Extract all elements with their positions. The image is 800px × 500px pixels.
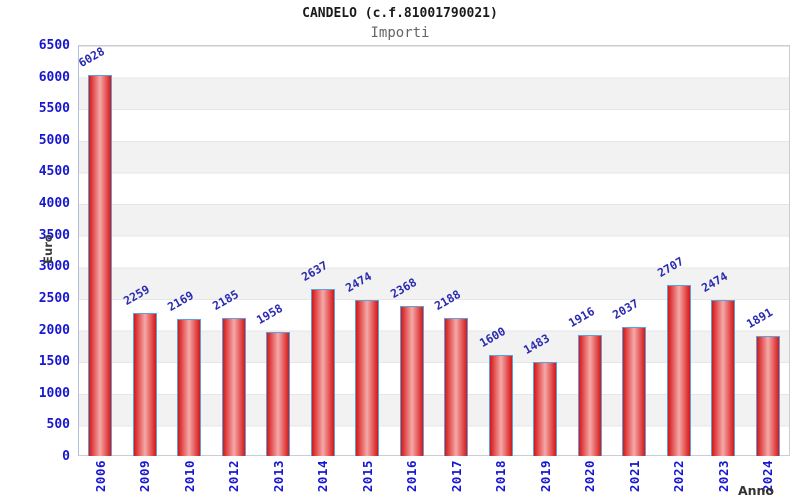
bar	[666, 284, 691, 456]
bar-value-label: 1958	[254, 301, 286, 328]
bar-value-label: 2188	[432, 286, 464, 313]
bar	[132, 313, 157, 456]
chart-title: CANDELO (c.f.81001790021)	[302, 6, 498, 21]
x-tick-label: 2009	[137, 460, 153, 493]
bar	[533, 362, 558, 456]
y-tick-label: 2000	[38, 322, 70, 338]
x-tick-label: 2015	[359, 460, 375, 493]
bar-slot: 2368	[387, 45, 435, 456]
bar-slot: 2037	[610, 45, 657, 456]
bar-value-label: 2474	[343, 268, 375, 295]
bar-slot: 2185	[209, 45, 257, 456]
y-axis-title: Euro	[40, 234, 55, 264]
bar	[355, 299, 380, 456]
bar	[399, 306, 424, 456]
x-tick-label: 2014	[315, 460, 331, 493]
bar-slot: 1958	[254, 45, 301, 456]
bar-value-label: 1891	[743, 305, 775, 332]
y-tick-label: 500	[46, 417, 70, 433]
bar-slot: 2637	[298, 45, 346, 456]
x-tick: 2017	[434, 460, 479, 500]
bar-slot: 1483	[521, 45, 568, 456]
bar	[577, 334, 602, 456]
bar-slot: 1916	[565, 45, 613, 456]
bar	[266, 332, 291, 456]
bar	[711, 299, 736, 456]
bar	[88, 74, 113, 456]
x-tick: 2014	[301, 460, 346, 500]
bar-slot: 1891	[743, 45, 791, 456]
x-tick-label: 2022	[671, 460, 687, 493]
y-tick-label: 5000	[38, 132, 70, 148]
y-tick-label: 4500	[38, 164, 70, 180]
bar-value-label: 2368	[387, 275, 419, 302]
bar-slot: 2188	[432, 45, 479, 456]
bar	[221, 317, 246, 456]
x-tick: 2016	[390, 460, 435, 500]
bar-slot: 2707	[654, 45, 702, 456]
bar	[488, 354, 513, 456]
x-tick: 2012	[212, 460, 257, 500]
y-tick-label: 6500	[38, 38, 70, 53]
bar-slot: 2474	[699, 45, 746, 456]
bar-value-label: 2707	[654, 253, 686, 280]
x-tick: 2010	[167, 460, 212, 500]
x-tick-label: 2023	[715, 460, 731, 493]
bar	[310, 289, 335, 456]
x-tick-label: 2021	[626, 460, 642, 493]
bar-value-label: 2169	[165, 287, 197, 314]
x-tick-label: 2012	[226, 460, 242, 493]
y-tick-label: 1000	[38, 385, 70, 401]
bar-value-label: 2259	[120, 282, 152, 309]
y-tick-label: 4000	[38, 196, 70, 212]
chart-subtitle: Importi	[370, 25, 430, 41]
x-tick-label: 2019	[537, 460, 553, 493]
y-tick-label: 1500	[38, 354, 70, 370]
bar-slot: 6028	[76, 43, 123, 456]
y-tick-label: 6000	[38, 69, 70, 85]
x-tick-label: 2018	[493, 460, 509, 493]
x-tick-label: 2017	[448, 460, 464, 493]
x-tick-label: 2020	[582, 460, 598, 493]
x-tick: 2019	[523, 460, 568, 500]
bar-slot: 2259	[120, 45, 168, 456]
bar-slot: 1600	[476, 45, 524, 456]
x-tick: 2015	[345, 460, 390, 500]
y-tick-label: 0	[62, 449, 70, 464]
bar-value-label: 2474	[699, 268, 731, 295]
x-tick-label: 2010	[181, 460, 197, 493]
y-tick-label: 2500	[38, 290, 70, 306]
x-axis: 2006 2009 2010 2012 2013 2014 2015 2016 2017 2018…	[78, 460, 790, 500]
x-tick: 2022	[657, 460, 702, 500]
x-tick-label: 2016	[404, 460, 420, 493]
y-axis: 0 500 1000 1500 2000 2500 3000 3500 4000 4500 5000…	[0, 38, 70, 464]
bar-value-label: 1916	[565, 303, 597, 330]
x-tick: 2018	[479, 460, 524, 500]
x-axis-title: Anno	[737, 483, 774, 498]
x-tick: 2013	[256, 460, 301, 500]
bar-value-label: 2637	[298, 258, 330, 285]
x-tick: 2009	[123, 460, 168, 500]
bar-value-label: 1483	[521, 331, 553, 358]
x-tick-label: 2013	[270, 460, 286, 493]
bar-slot: 2169	[165, 45, 212, 456]
bar-series: 6028 2259 2169 2185 1958 2637 2474 2368 2188 1600…	[76, 43, 791, 456]
bar-value-label: 2185	[209, 286, 241, 313]
y-tick-label: 3000	[38, 259, 70, 275]
x-tick: 2021	[612, 460, 657, 500]
bar	[177, 318, 202, 456]
x-tick-label: 2006	[92, 460, 108, 493]
bar	[755, 336, 780, 456]
bar-value-label: 6028	[76, 43, 108, 70]
bar-value-label: 2037	[610, 296, 642, 323]
y-tick-label: 3500	[38, 227, 70, 243]
bar	[444, 317, 469, 456]
x-tick: 2020	[568, 460, 613, 500]
y-tick-label: 5500	[38, 101, 70, 117]
bar-slot: 2474	[343, 45, 390, 456]
bar-value-label: 1600	[476, 323, 508, 350]
bar	[622, 327, 647, 456]
x-tick: 2006	[78, 460, 123, 500]
